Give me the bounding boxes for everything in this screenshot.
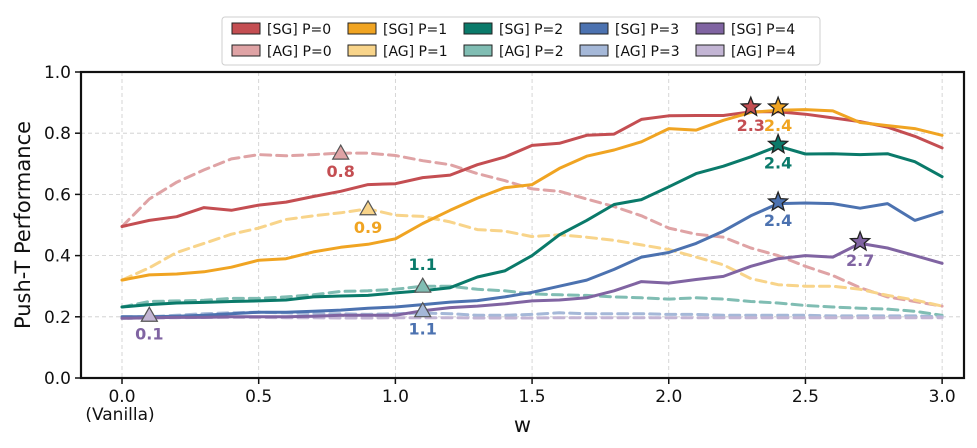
series-line-sg-p-2	[120, 144, 944, 309]
legend-swatch	[347, 22, 377, 35]
series-line-sg-p-4	[120, 241, 944, 320]
annotation-markers: 0.80.91.11.10.12.32.42.42.42.7	[135, 95, 874, 343]
legend-swatch	[231, 22, 261, 35]
annotation-label: 2.7	[846, 251, 874, 270]
legend-swatch	[695, 44, 725, 57]
y-tick-label: 0.0	[44, 369, 71, 389]
y-axis-label: Push-T Performance	[11, 121, 35, 329]
star-marker	[766, 95, 790, 117]
triangle-marker	[140, 306, 159, 322]
plot-frame	[79, 70, 966, 380]
legend-swatch	[579, 44, 609, 57]
series-lines	[120, 108, 944, 320]
x-tick-label: 2.0	[655, 387, 682, 407]
legend-swatch	[579, 22, 609, 35]
legend-swatch	[695, 22, 725, 35]
annotation-label: 2.4	[764, 116, 792, 135]
legend-label: [SG] P=1	[383, 22, 447, 38]
x-tick-sublabel-vanilla: (Vanilla)	[85, 405, 154, 425]
annotation-label: 1.1	[409, 320, 437, 339]
x-axis-label: w	[514, 413, 531, 437]
legend-label: [SG] P=3	[615, 22, 679, 38]
series-line-sg-p-1	[120, 108, 944, 282]
triangle-marker	[359, 199, 378, 216]
legend: [SG] P=0 [AG] P=0 [SG] P=1 [AG] P=1 [SG] P=2…	[221, 16, 821, 66]
legend-swatch	[463, 22, 493, 35]
legend-label: [AG] P=3	[615, 44, 680, 60]
annotation-label: 0.8	[327, 162, 355, 181]
legend-label: [AG] P=0	[267, 44, 332, 60]
legend-label: [SG] P=0	[267, 22, 331, 38]
y-tick-label: 0.2	[44, 308, 71, 328]
annotation-label: 0.9	[354, 218, 382, 237]
x-tick-label: 1.5	[519, 387, 546, 407]
annotation-label: 2.3	[737, 116, 765, 135]
x-tick-label: 1.0	[382, 387, 409, 407]
legend-label: [AG] P=4	[731, 44, 796, 60]
legend-label: [AG] P=1	[383, 44, 448, 60]
series-line-sg-p-0	[120, 110, 944, 228]
y-tick-label: 1.0	[44, 63, 71, 83]
annotation-label: 2.4	[764, 154, 792, 173]
triangle-marker	[413, 301, 432, 318]
series-line-ag-p-0	[120, 151, 944, 308]
legend-label: [SG] P=2	[499, 22, 563, 38]
star-marker	[848, 229, 872, 252]
annotation-label: 1.1	[409, 255, 437, 274]
x-tick-label: 3.0	[929, 387, 956, 407]
legend-swatch	[463, 44, 493, 57]
x-tick-label: 0.0	[108, 387, 135, 407]
axis-ticks: 0.0 0.5 1.0 1.5 2.0 2.5 3.0(Vanilla)0.00.20.40…	[44, 63, 956, 425]
legend-swatch	[347, 44, 377, 57]
annotation-label: 2.4	[764, 211, 792, 230]
triangle-marker	[331, 143, 350, 160]
series-line-ag-p-2	[120, 284, 944, 317]
star-marker	[766, 190, 790, 212]
x-tick-label: 2.5	[792, 387, 819, 407]
series-line-sg-p-3	[120, 201, 944, 319]
legend-label: [AG] P=2	[499, 44, 564, 60]
y-tick-label: 0.8	[44, 124, 71, 144]
legend-swatch	[231, 44, 261, 57]
series-line-ag-p-1	[120, 207, 944, 308]
y-tick-label: 0.4	[44, 247, 71, 267]
x-tick-label: 0.5	[245, 387, 272, 407]
triangle-marker	[413, 276, 432, 293]
legend-label: [SG] P=4	[731, 22, 795, 38]
star-marker	[766, 132, 790, 155]
annotation-label: 0.1	[135, 324, 163, 343]
y-tick-label: 0.6	[44, 185, 71, 205]
star-marker	[739, 95, 763, 117]
